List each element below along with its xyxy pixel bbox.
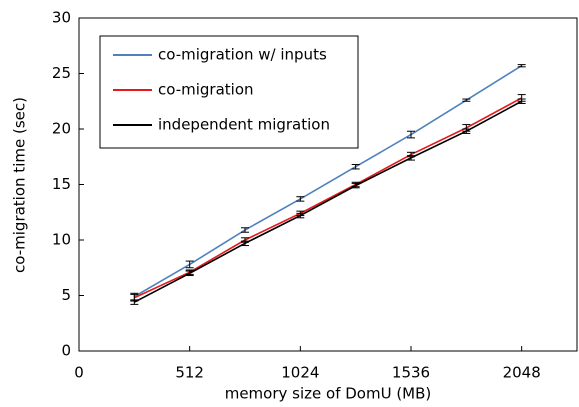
series-line [133, 65, 523, 298]
x-tick-label: 0 [74, 364, 84, 382]
error-bar [185, 260, 194, 269]
error-bar [241, 240, 249, 247]
error-bar [407, 130, 415, 139]
y-tick-label: 0 [61, 342, 71, 360]
y-tick-label: 5 [61, 286, 71, 304]
series-line [133, 97, 523, 299]
legend-label: independent migration [158, 116, 330, 134]
error-bar [351, 182, 360, 189]
y-tick-label: 20 [52, 120, 71, 138]
error-bar [351, 164, 360, 170]
series-line [133, 100, 523, 303]
error-bar [517, 64, 526, 68]
x-tick-label: 1536 [392, 364, 430, 382]
y-tick-label: 15 [52, 175, 71, 193]
error-bar [296, 212, 305, 219]
legend-label: co-migration [158, 81, 254, 99]
y-tick-label: 25 [52, 64, 71, 82]
error-bar [130, 299, 139, 305]
x-tick-label: 512 [175, 364, 204, 382]
x-tick-label: 2048 [503, 364, 541, 382]
y-tick-label: 30 [52, 9, 71, 27]
x-tick-label: 1024 [281, 364, 319, 382]
error-bar [407, 155, 415, 161]
error-bar [462, 128, 471, 134]
x-axis-label: memory size of DomU (MB) [225, 385, 432, 403]
y-tick-label: 10 [52, 231, 71, 249]
error-bar [462, 98, 471, 102]
legend-label: co-migration w/ inputs [158, 46, 327, 64]
error-bar [296, 196, 305, 202]
error-bar [517, 98, 526, 104]
y-axis-label: co-migration time (sec) [11, 97, 29, 273]
error-bar [241, 227, 249, 233]
error-bar [185, 270, 194, 277]
